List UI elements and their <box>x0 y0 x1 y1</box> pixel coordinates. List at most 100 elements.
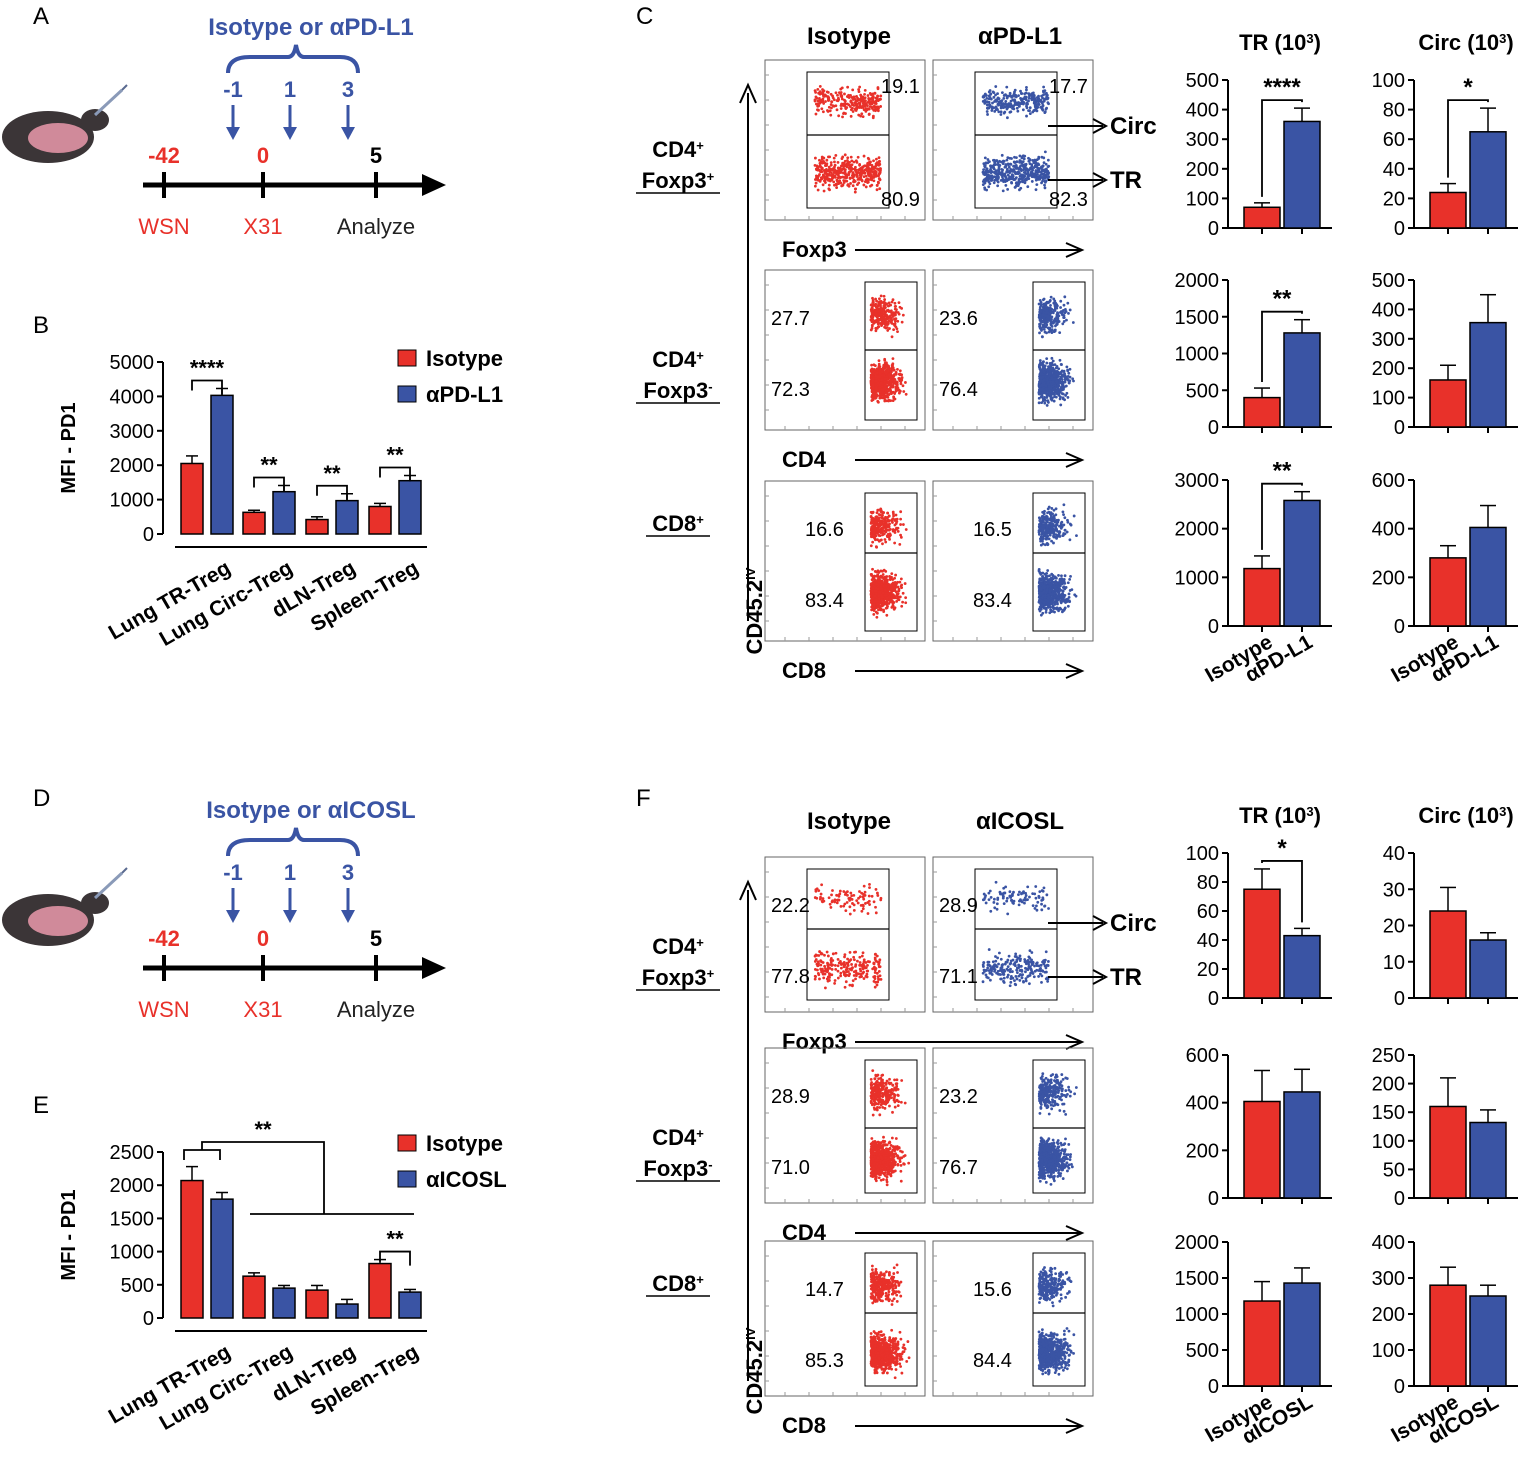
event-dot <box>884 569 888 573</box>
bar-1 <box>1469 526 1507 627</box>
event-dot <box>814 91 817 94</box>
bar-ICOSL-0 <box>210 1198 234 1319</box>
event-dot <box>1024 164 1028 167</box>
event-dot <box>816 108 819 112</box>
y-tick-label: 1500 <box>110 1208 155 1230</box>
event-dot <box>1066 301 1070 305</box>
y-tick-label: 40 <box>1383 843 1405 865</box>
event-dot <box>845 95 849 98</box>
event-dot <box>1044 162 1048 166</box>
event-dot <box>1001 177 1005 181</box>
event-dot <box>827 98 831 101</box>
event-dot <box>827 165 831 169</box>
event-dot <box>821 173 825 177</box>
event-dot <box>992 106 996 110</box>
event-dot <box>876 527 880 531</box>
significance-bracket <box>253 476 285 492</box>
event-dot <box>844 174 848 178</box>
row-label-line1-main: CD4 <box>652 347 697 372</box>
y-tick-label: 100 <box>1186 843 1219 865</box>
event-dot <box>829 92 833 96</box>
event-dot <box>1015 183 1019 187</box>
event-dot <box>894 325 898 329</box>
event-dot <box>877 98 881 101</box>
event-dot <box>1027 99 1030 103</box>
event-dot <box>1042 297 1046 301</box>
event-dot <box>845 106 849 109</box>
legend-label: αPD-L1 <box>426 382 503 407</box>
event-dot <box>1050 325 1054 328</box>
y-tick-label: 80 <box>1197 872 1219 894</box>
event-dot <box>828 173 832 177</box>
event-dot <box>1044 610 1048 614</box>
mouse-head <box>81 109 109 131</box>
event-dot <box>897 595 901 599</box>
event-dot <box>890 321 894 325</box>
event-dot <box>825 158 829 162</box>
event-dot <box>991 90 995 94</box>
event-dot <box>877 172 881 175</box>
row-label-line1: CD4+ <box>652 347 704 372</box>
event-dot <box>1062 385 1066 389</box>
event-dot <box>875 105 879 109</box>
event-dot <box>882 532 886 536</box>
event-dot <box>828 170 832 174</box>
event-dot <box>904 381 907 384</box>
event-dot <box>874 164 878 168</box>
event-dot <box>1068 577 1072 581</box>
y-tick-label: 200 <box>1372 1074 1405 1096</box>
y-tick-label: 400 <box>1186 1093 1219 1115</box>
event-dot <box>897 372 901 376</box>
event-dot <box>875 320 879 324</box>
event-dot <box>866 94 870 97</box>
event-dot <box>989 164 992 168</box>
event-dot <box>1016 109 1020 113</box>
legend-label: Isotype <box>426 1131 503 1156</box>
event-dot <box>1023 95 1027 99</box>
event-dot <box>870 367 874 371</box>
event-dot <box>1046 101 1050 105</box>
event-dot <box>1048 362 1052 365</box>
event-dot <box>895 383 899 386</box>
legend-swatch <box>397 349 417 367</box>
event-dot <box>883 399 887 403</box>
event-dot <box>880 575 883 579</box>
event-dot <box>876 530 880 534</box>
event-dot <box>864 109 868 113</box>
legend-swatch <box>397 385 417 403</box>
event-dot <box>857 88 861 91</box>
event-dot <box>1049 303 1052 307</box>
event-dot <box>816 104 820 108</box>
event-dot <box>866 161 870 165</box>
event-dot <box>890 375 894 379</box>
significance-bracket <box>1261 99 1303 197</box>
event-dot <box>881 573 885 576</box>
column-header-isotype: Isotype <box>807 23 891 50</box>
event-dot <box>818 178 822 182</box>
event-dot <box>1055 389 1059 393</box>
event-dot <box>852 180 855 184</box>
event-dot <box>834 154 838 157</box>
event-dot <box>1015 106 1019 110</box>
event-dot <box>1037 102 1040 106</box>
event-dot <box>1028 158 1032 162</box>
event-dot <box>877 367 880 371</box>
event-dot <box>832 180 836 184</box>
event-dot <box>847 184 851 188</box>
event-dot <box>1063 295 1067 299</box>
event-dot <box>1013 171 1017 174</box>
event-dot <box>1002 94 1006 97</box>
bar-0 <box>1429 191 1467 229</box>
y-tick-label: 400 <box>1372 299 1405 321</box>
event-dot <box>818 158 821 162</box>
event-dot <box>985 188 989 192</box>
event-dot <box>981 99 985 103</box>
significance-label: **** <box>1263 74 1301 101</box>
event-dot <box>893 523 897 527</box>
bar-Isotype-1 <box>242 1275 266 1319</box>
event-dot <box>875 161 879 165</box>
